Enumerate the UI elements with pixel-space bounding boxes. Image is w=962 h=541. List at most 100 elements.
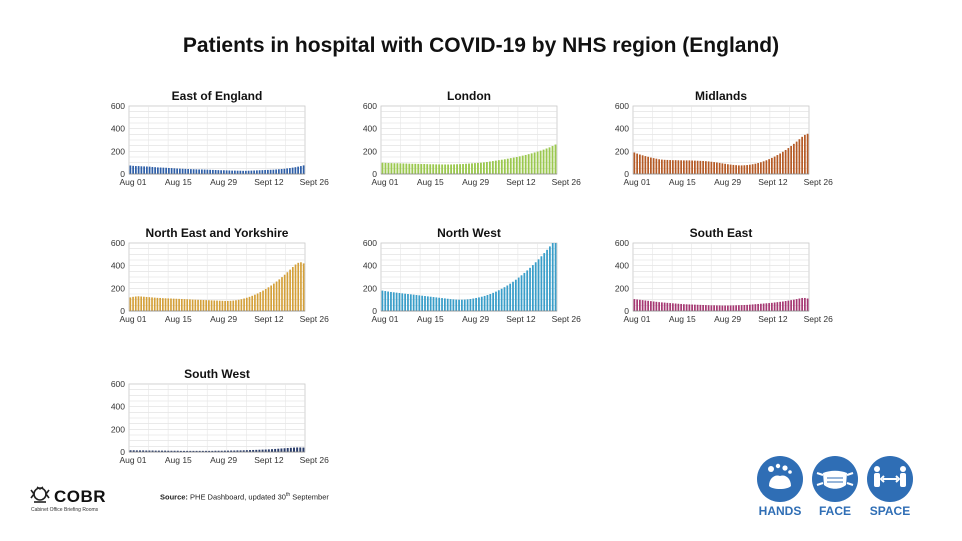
bar [652, 301, 655, 311]
bar [170, 168, 173, 174]
bar [548, 147, 551, 174]
bar [771, 302, 773, 311]
bar [201, 450, 204, 452]
bar [302, 263, 305, 311]
bar [414, 163, 417, 174]
chart-title: South East [690, 226, 753, 240]
bar [156, 297, 159, 311]
x-tick-label: Sept 12 [506, 314, 536, 324]
bar [411, 163, 414, 174]
page-title: Patients in hospital with COVID-19 by NH… [182, 34, 780, 57]
bar [641, 300, 644, 311]
bar [253, 170, 255, 174]
bar [159, 167, 162, 174]
bar [183, 299, 186, 311]
bar [242, 170, 244, 174]
bar [255, 449, 258, 452]
bar [191, 299, 194, 311]
x-tick-label: Aug 15 [669, 314, 696, 324]
x-tick-label: Sept 12 [758, 314, 788, 324]
bar [773, 302, 776, 311]
y-tick-label: 0 [624, 169, 629, 179]
bar [523, 272, 526, 311]
bar [699, 160, 702, 174]
bar [647, 156, 649, 174]
bar [258, 449, 261, 452]
bar [663, 159, 666, 174]
bar [184, 168, 187, 174]
bar [208, 450, 211, 452]
y-tick-label: 600 [111, 101, 125, 111]
bar [190, 169, 192, 174]
bar [455, 299, 458, 311]
bar [387, 291, 389, 311]
bar [286, 272, 289, 311]
bar [302, 165, 305, 174]
bar [170, 298, 172, 311]
bar [415, 295, 418, 311]
x-tick-label: Aug 29 [210, 177, 237, 187]
x-tick-label: Aug 29 [210, 314, 237, 324]
bar [446, 298, 449, 311]
y-tick-label: 600 [615, 101, 629, 111]
bar [250, 170, 253, 174]
bar [680, 160, 682, 174]
x-tick-label: Sept 26 [552, 177, 582, 187]
bar [381, 162, 384, 174]
y-tick-label: 200 [615, 146, 629, 156]
bar [139, 450, 141, 452]
bar [261, 170, 264, 174]
bar [256, 293, 259, 311]
bar [226, 300, 229, 311]
y-tick-label: 200 [363, 283, 377, 293]
bar [223, 450, 226, 452]
bar [186, 299, 189, 311]
bar [721, 305, 724, 311]
bar [251, 295, 254, 311]
bar [647, 300, 649, 311]
bar [393, 163, 396, 174]
bar [765, 303, 768, 311]
logo-wordmark: COBR [54, 487, 107, 506]
face-mask-icon [816, 470, 854, 489]
bar [157, 167, 159, 174]
bar [732, 305, 735, 311]
bar [134, 296, 137, 311]
bar [751, 304, 754, 311]
x-tick-label: Sept 12 [254, 314, 284, 324]
bar [384, 162, 387, 174]
bar [157, 450, 160, 452]
x-tick-label: Sept 12 [254, 455, 284, 465]
x-tick-label: Aug 29 [714, 314, 741, 324]
bar [666, 302, 669, 311]
social-distance-icon [874, 466, 906, 487]
bar [500, 288, 503, 311]
bar [438, 164, 441, 174]
y-tick-label: 0 [120, 447, 125, 457]
bar [472, 298, 475, 311]
bar [170, 450, 173, 452]
bar [192, 450, 195, 452]
bar [477, 162, 479, 174]
bar [495, 291, 497, 311]
x-tick-label: Sept 26 [804, 177, 834, 187]
bar [480, 296, 483, 311]
bar [801, 297, 803, 311]
space-badge: SPACE [865, 456, 915, 518]
x-tick-label: Aug 01 [120, 314, 147, 324]
bar [387, 163, 390, 174]
bar [806, 298, 809, 311]
bar [143, 166, 145, 174]
chart-svg: East of England 0 200 400 600 Aug 01 Aug 15 Aug… [111, 89, 329, 187]
bar [740, 305, 743, 311]
bar [661, 159, 663, 174]
source-text: PHE Dashboard, updated 30 [190, 492, 286, 502]
bar [718, 305, 721, 311]
bar [132, 296, 134, 311]
x-tick-label: Aug 01 [120, 455, 147, 465]
bar [237, 299, 240, 311]
bar [784, 301, 787, 311]
bar [795, 299, 798, 311]
bar [456, 164, 458, 174]
bar [771, 157, 773, 174]
